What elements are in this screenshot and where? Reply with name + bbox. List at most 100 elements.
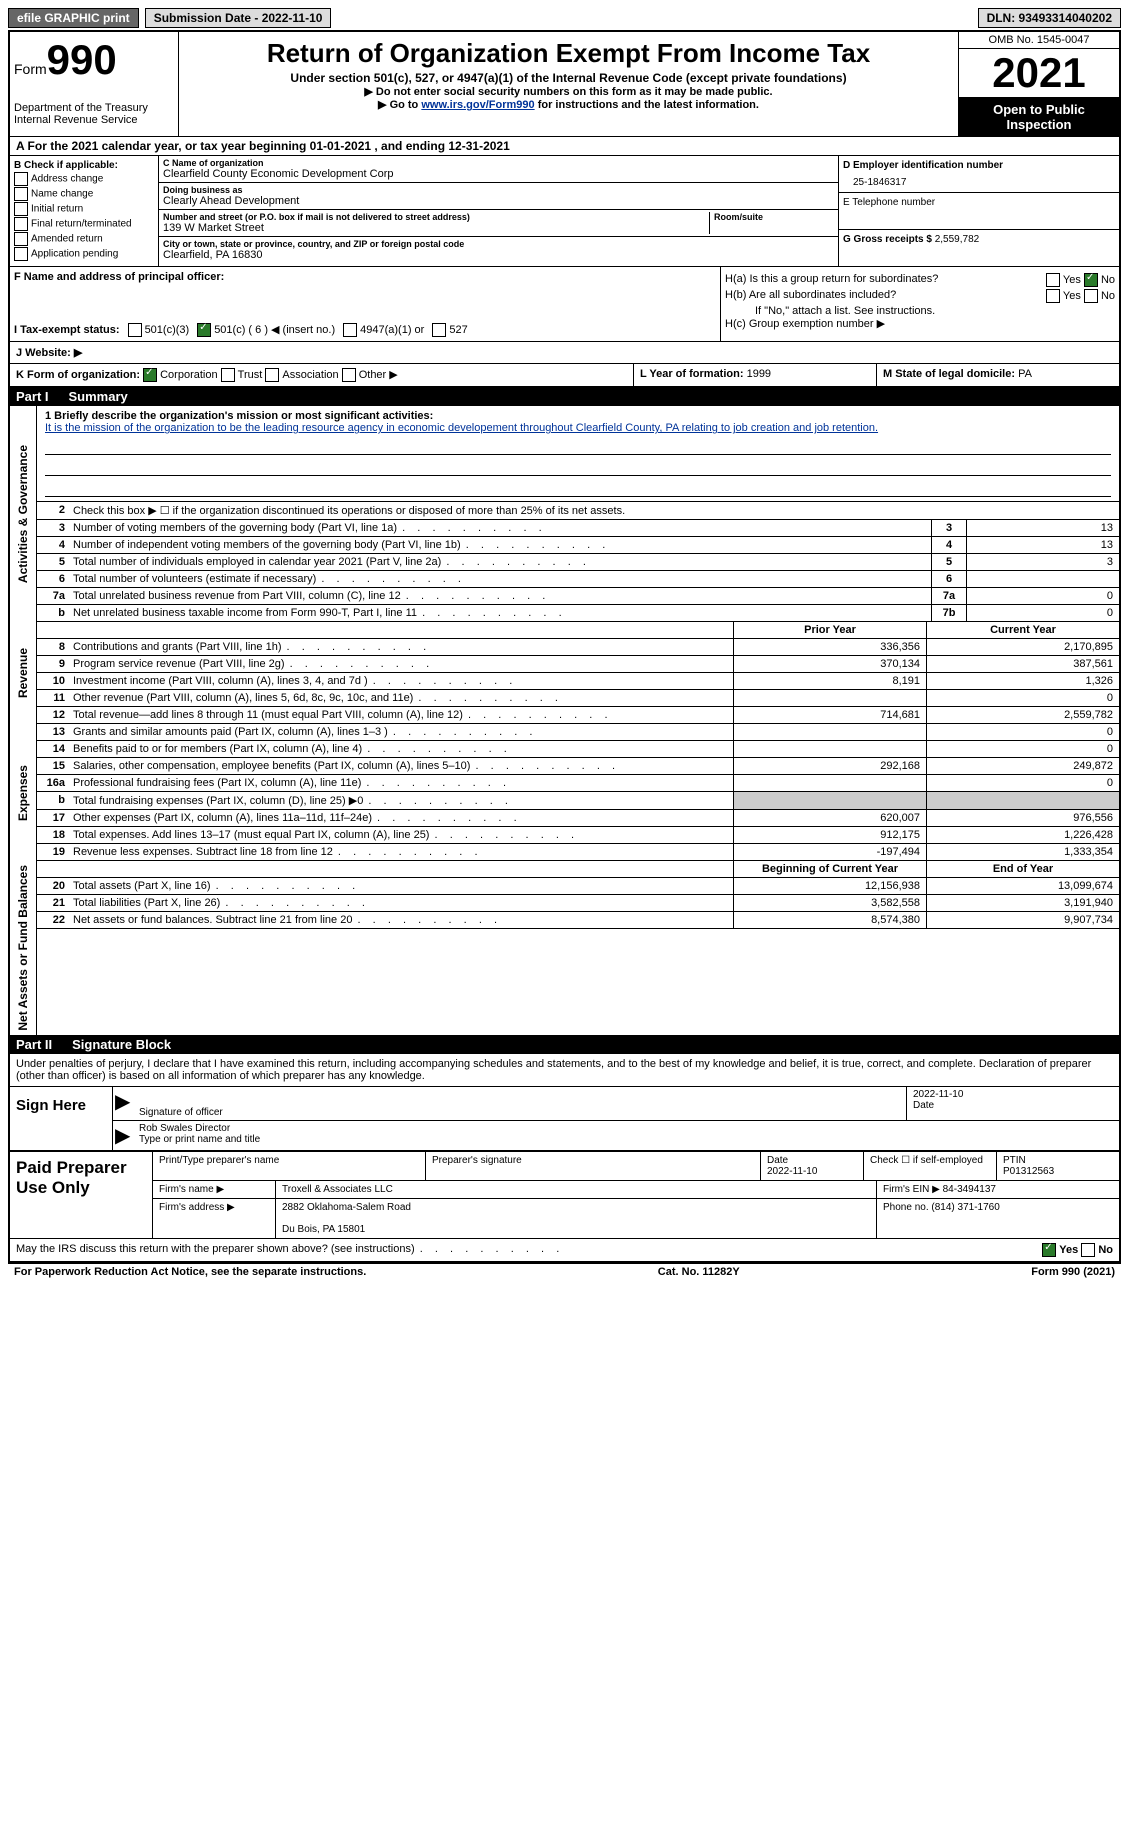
cb-corp[interactable]: Corporation — [143, 369, 217, 381]
firm-ein-label: Firm's EIN ▶ — [883, 1184, 940, 1195]
city-label: City or town, state or province, country… — [163, 239, 834, 249]
hb-no[interactable] — [1084, 289, 1098, 303]
dln: DLN: 93493314040202 — [978, 8, 1121, 28]
fin-row: 10Investment income (Part VIII, column (… — [37, 673, 1119, 690]
cb-527[interactable]: 527 — [432, 323, 467, 337]
part2-title: Signature Block — [72, 1037, 171, 1052]
phone-label: E Telephone number — [843, 197, 1115, 208]
form-number: 990 — [47, 36, 117, 83]
l-label: L Year of formation: — [640, 368, 744, 380]
hdr-boy: Beginning of Current Year — [733, 861, 926, 877]
cb-assoc[interactable]: Association — [265, 369, 338, 381]
state-domicile: PA — [1018, 368, 1032, 380]
fin-row: 21Total liabilities (Part X, line 26)3,5… — [37, 895, 1119, 912]
officer-name: Rob Swales Director — [139, 1123, 230, 1134]
ptin-label: PTIN — [1003, 1155, 1026, 1166]
fin-row: 17Other expenses (Part IX, column (A), l… — [37, 810, 1119, 827]
goto-post: for instructions and the latest informat… — [535, 99, 759, 111]
firm-addr1: 2882 Oklahoma-Salem Road — [282, 1202, 411, 1213]
discuss-yes[interactable] — [1042, 1243, 1056, 1257]
firm-ein: 84-3494137 — [943, 1184, 996, 1195]
efile-button[interactable]: efile GRAPHIC print — [8, 8, 139, 28]
form-footer: Form 990 (2021) — [1031, 1266, 1115, 1278]
fin-row: 19Revenue less expenses. Subtract line 1… — [37, 844, 1119, 861]
hdr-current-year: Current Year — [926, 622, 1119, 638]
m-label: M State of legal domicile: — [883, 368, 1015, 380]
val7a: 0 — [966, 588, 1119, 604]
street-address: 139 W Market Street — [163, 222, 709, 234]
fin-row: 14Benefits paid to or for members (Part … — [37, 741, 1119, 758]
dept-treasury: Department of the Treasury Internal Reve… — [14, 102, 174, 126]
f-label: F Name and address of principal officer: — [14, 271, 224, 283]
cb-amended[interactable]: Amended return — [14, 232, 154, 246]
tab-expenses: Expenses — [16, 761, 30, 825]
tab-revenue: Revenue — [16, 644, 30, 702]
year-formation: 1999 — [747, 368, 771, 380]
hb-note: If "No," attach a list. See instructions… — [725, 305, 1115, 317]
gross-receipts: 2,559,782 — [935, 234, 980, 245]
k-label: K Form of organization: — [16, 369, 140, 381]
line6: Total number of volunteers (estimate if … — [69, 571, 931, 587]
paid-preparer-label: Paid Preparer Use Only — [10, 1152, 153, 1238]
cat-no: Cat. No. 11282Y — [658, 1266, 740, 1278]
line5: Total number of individuals employed in … — [69, 554, 931, 570]
ha-yes[interactable] — [1046, 273, 1060, 287]
fin-row: 20Total assets (Part X, line 16)12,156,9… — [37, 878, 1119, 895]
tax-year: 2021 — [959, 49, 1119, 98]
cb-address-change[interactable]: Address change — [14, 172, 154, 186]
tab-governance: Activities & Governance — [16, 441, 30, 587]
discuss-text: May the IRS discuss this return with the… — [16, 1243, 561, 1257]
ha-no[interactable] — [1084, 273, 1098, 287]
fin-row: 9Program service revenue (Part VIII, lin… — [37, 656, 1119, 673]
ptin-value: P01312563 — [1003, 1166, 1054, 1177]
firm-name-label: Firm's name ▶ — [153, 1181, 276, 1198]
cb-501c3[interactable]: 501(c)(3) — [128, 323, 190, 337]
val4: 13 — [966, 537, 1119, 553]
val7b: 0 — [966, 605, 1119, 621]
cb-501c[interactable]: 501(c) ( 6 ) ◀ (insert no.) — [197, 323, 335, 337]
fin-row: 11Other revenue (Part VIII, column (A), … — [37, 690, 1119, 707]
paperwork-notice: For Paperwork Reduction Act Notice, see … — [14, 1266, 366, 1278]
form-subtitle: Under section 501(c), 527, or 4947(a)(1)… — [183, 71, 954, 85]
firm-addr-label: Firm's address ▶ — [153, 1199, 276, 1238]
cb-final-return[interactable]: Final return/terminated — [14, 217, 154, 231]
room-label: Room/suite — [714, 212, 834, 222]
city-state-zip: Clearfield, PA 16830 — [163, 249, 834, 261]
cb-other[interactable]: Other ▶ — [342, 369, 398, 381]
cb-4947[interactable]: 4947(a)(1) or — [343, 323, 424, 337]
discuss-no[interactable] — [1081, 1243, 1095, 1257]
check-self-employed[interactable]: Check ☐ if self-employed — [864, 1152, 997, 1180]
cb-trust[interactable]: Trust — [221, 369, 263, 381]
firm-name: Troxell & Associates LLC — [276, 1181, 877, 1198]
val3: 13 — [966, 520, 1119, 536]
fin-row: bTotal fundraising expenses (Part IX, co… — [37, 792, 1119, 810]
firm-addr2: Du Bois, PA 15801 — [282, 1224, 365, 1235]
sign-here: Sign Here — [10, 1087, 113, 1150]
line7b: Net unrelated business taxable income fr… — [69, 605, 931, 621]
hb-yes[interactable] — [1046, 289, 1060, 303]
firm-phone-label: Phone no. — [883, 1202, 929, 1213]
form-label: Form — [14, 61, 47, 77]
cb-initial-return[interactable]: Initial return — [14, 202, 154, 216]
sig-intro: Under penalties of perjury, I declare th… — [10, 1054, 1119, 1087]
hdr-eoy: End of Year — [926, 861, 1119, 877]
fin-row: 22Net assets or fund balances. Subtract … — [37, 912, 1119, 929]
org-name: Clearfield County Economic Development C… — [163, 168, 834, 180]
sig-date-label: Date — [913, 1100, 934, 1111]
part2-label: Part II — [16, 1037, 52, 1052]
j-website: J Website: ▶ — [16, 346, 82, 359]
line2: Check this box ▶ ☐ if the organization d… — [69, 502, 1119, 519]
addr-label: Number and street (or P.O. box if mail i… — [163, 212, 709, 222]
form-title: Return of Organization Exempt From Incom… — [183, 38, 954, 69]
goto-pre: ▶ Go to — [378, 99, 421, 111]
val5: 3 — [966, 554, 1119, 570]
mission-label: 1 Briefly describe the organization's mi… — [45, 410, 433, 422]
irs-link[interactable]: www.irs.gov/Form990 — [421, 99, 534, 111]
cb-name-change[interactable]: Name change — [14, 187, 154, 201]
c-name-label: C Name of organization — [163, 158, 834, 168]
ha-label: H(a) Is this a group return for subordin… — [725, 273, 938, 287]
cb-pending[interactable]: Application pending — [14, 247, 154, 261]
prep-name-label: Print/Type preparer's name — [153, 1152, 426, 1180]
dba-label: Doing business as — [163, 185, 834, 195]
mission-text: It is the mission of the organization to… — [45, 422, 878, 434]
